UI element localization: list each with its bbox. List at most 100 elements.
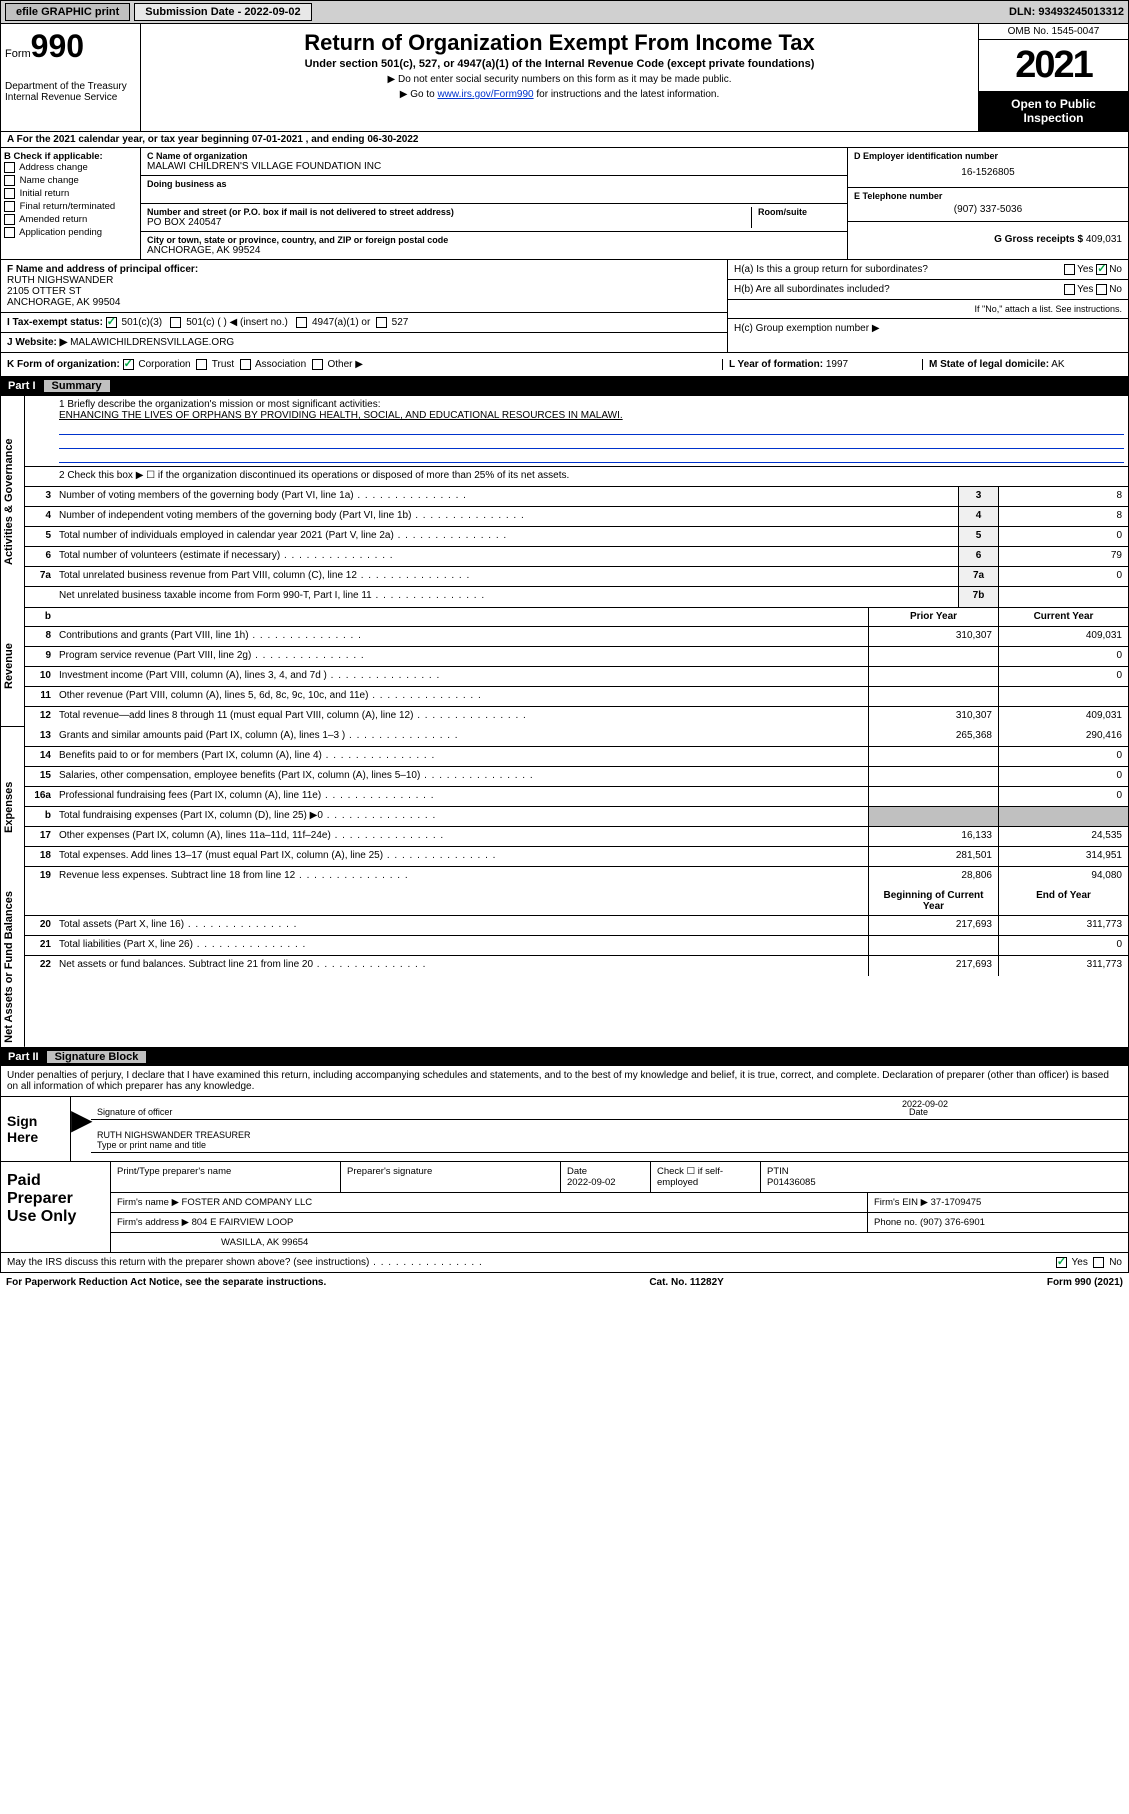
cb-corp[interactable] [123, 359, 134, 370]
current-val: 409,031 [998, 627, 1128, 646]
form-ref: Form 990 (2021) [1047, 1277, 1123, 1288]
current-val [998, 807, 1128, 826]
opt-corp: Corporation [138, 359, 190, 370]
year-formation: 1997 [826, 359, 848, 370]
line-desc: Total revenue—add lines 8 through 11 (mu… [55, 707, 868, 727]
line-desc: Total number of volunteers (estimate if … [55, 547, 958, 566]
line-desc: Investment income (Part VIII, column (A)… [55, 667, 868, 686]
officer-name: RUTH NIGHSWANDER [7, 275, 113, 286]
line-desc: Total expenses. Add lines 13–17 (must eq… [55, 847, 868, 866]
line-box: 7a [958, 567, 998, 586]
opt-other: Other ▶ [327, 359, 362, 370]
cb-hb-yes[interactable] [1064, 284, 1075, 295]
line-val [998, 587, 1128, 607]
cb-app-pending[interactable] [4, 227, 15, 238]
prior-val [868, 647, 998, 666]
org-name-label: C Name of organization [147, 151, 841, 161]
type-name-label: Type or print name and title [97, 1140, 206, 1150]
end-year-hdr: End of Year [998, 887, 1128, 915]
line-val: 0 [998, 527, 1128, 546]
part2-label: Part II [8, 1051, 39, 1063]
current-val: 311,773 [998, 956, 1128, 976]
cb-label-address: Address change [19, 162, 88, 173]
prior-val [868, 787, 998, 806]
addr-label: Number and street (or P.O. box if mail i… [147, 207, 751, 217]
irs-link[interactable]: www.irs.gov/Form990 [437, 89, 533, 100]
cb-final-return[interactable] [4, 201, 15, 212]
row-a-tax-year: A For the 2021 calendar year, or tax yea… [0, 132, 1129, 148]
open-to-public: Open to Public Inspection [979, 91, 1128, 131]
cb-ha-no[interactable] [1096, 264, 1107, 275]
group-governance: Activities & Governance [1, 396, 25, 607]
cb-hb-no[interactable] [1096, 284, 1107, 295]
cb-discuss-no[interactable] [1093, 1257, 1104, 1268]
cb-501c[interactable] [170, 317, 181, 328]
dept-treasury: Department of the Treasury Internal Reve… [5, 81, 136, 103]
firm-addr-lbl: Firm's address ▶ [117, 1217, 189, 1228]
line-box: 5 [958, 527, 998, 546]
line-desc: Other revenue (Part VIII, column (A), li… [55, 687, 868, 706]
cb-label-initial: Initial return [20, 188, 70, 199]
cb-trust[interactable] [196, 359, 207, 370]
officer-label: F Name and address of principal officer: [7, 264, 198, 275]
sign-here-label: Sign Here [1, 1097, 71, 1161]
ein-label: D Employer identification number [854, 151, 1122, 161]
line-num: b [25, 807, 55, 826]
opt-501c: 501(c) ( ) ◀ (insert no.) [186, 317, 288, 328]
date-label: Date [909, 1107, 928, 1117]
cb-address-change[interactable] [4, 162, 15, 173]
prep-sig-lbl: Preparer's signature [341, 1162, 561, 1192]
line-num: 12 [25, 707, 55, 727]
current-val: 0 [998, 667, 1128, 686]
cb-4947[interactable] [296, 317, 307, 328]
firm-phone-lbl: Phone no. [874, 1217, 917, 1228]
firm-city: WASILLA, AK 99654 [111, 1233, 1128, 1252]
yes-label: Yes [1072, 1257, 1088, 1268]
line-desc: Professional fundraising fees (Part IX, … [55, 787, 868, 806]
cb-ha-yes[interactable] [1064, 264, 1075, 275]
footer: For Paperwork Reduction Act Notice, see … [0, 1273, 1129, 1292]
form-header: Form990 Department of the Treasury Inter… [0, 24, 1129, 132]
line-box: 3 [958, 487, 998, 506]
cb-discuss-yes[interactable] [1056, 1257, 1067, 1268]
part1-summary: Activities & Governance 1 Briefly descri… [0, 395, 1129, 1048]
line-num [25, 587, 55, 607]
prior-val: 16,133 [868, 827, 998, 846]
prior-val: 217,693 [868, 956, 998, 976]
omb-number: OMB No. 1545-0047 [979, 24, 1128, 40]
group-netassets: Net Assets or Fund Balances [1, 887, 25, 1047]
hc-label: H(c) Group exemption number ▶ [734, 323, 880, 334]
current-val: 24,535 [998, 827, 1128, 846]
firm-phone: (907) 376-6901 [920, 1217, 985, 1228]
current-val: 0 [998, 936, 1128, 955]
line-num: 10 [25, 667, 55, 686]
perjury-text: Under penalties of perjury, I declare th… [1, 1066, 1128, 1097]
cb-assoc[interactable] [240, 359, 251, 370]
line-num: 22 [25, 956, 55, 976]
cb-527[interactable] [376, 317, 387, 328]
prior-val [868, 936, 998, 955]
efile-print-button[interactable]: efile GRAPHIC print [5, 3, 130, 21]
line-desc: Number of independent voting members of … [55, 507, 958, 526]
cb-label-pending: Application pending [19, 227, 102, 238]
cb-other[interactable] [312, 359, 323, 370]
line-val: 8 [998, 507, 1128, 526]
line-desc: Total liabilities (Part X, line 26) [55, 936, 868, 955]
hb-note: If "No," attach a list. See instructions… [975, 304, 1122, 314]
cb-name-change[interactable] [4, 175, 15, 186]
line-num: 3 [25, 487, 55, 506]
line-desc: Benefits paid to or for members (Part IX… [55, 747, 868, 766]
cb-initial-return[interactable] [4, 188, 15, 199]
prior-val: 265,368 [868, 727, 998, 746]
group-expenses: Expenses [1, 727, 25, 887]
cb-501c3[interactable] [106, 317, 117, 328]
line-desc: Total fundraising expenses (Part IX, col… [55, 807, 868, 826]
line-val: 79 [998, 547, 1128, 566]
dba-label: Doing business as [147, 179, 841, 189]
current-val: 0 [998, 647, 1128, 666]
line-num: 13 [25, 727, 55, 746]
form-number: 990 [31, 28, 84, 64]
prior-year-hdr: Prior Year [868, 608, 998, 626]
line-num: 7a [25, 567, 55, 586]
cb-amended[interactable] [4, 214, 15, 225]
